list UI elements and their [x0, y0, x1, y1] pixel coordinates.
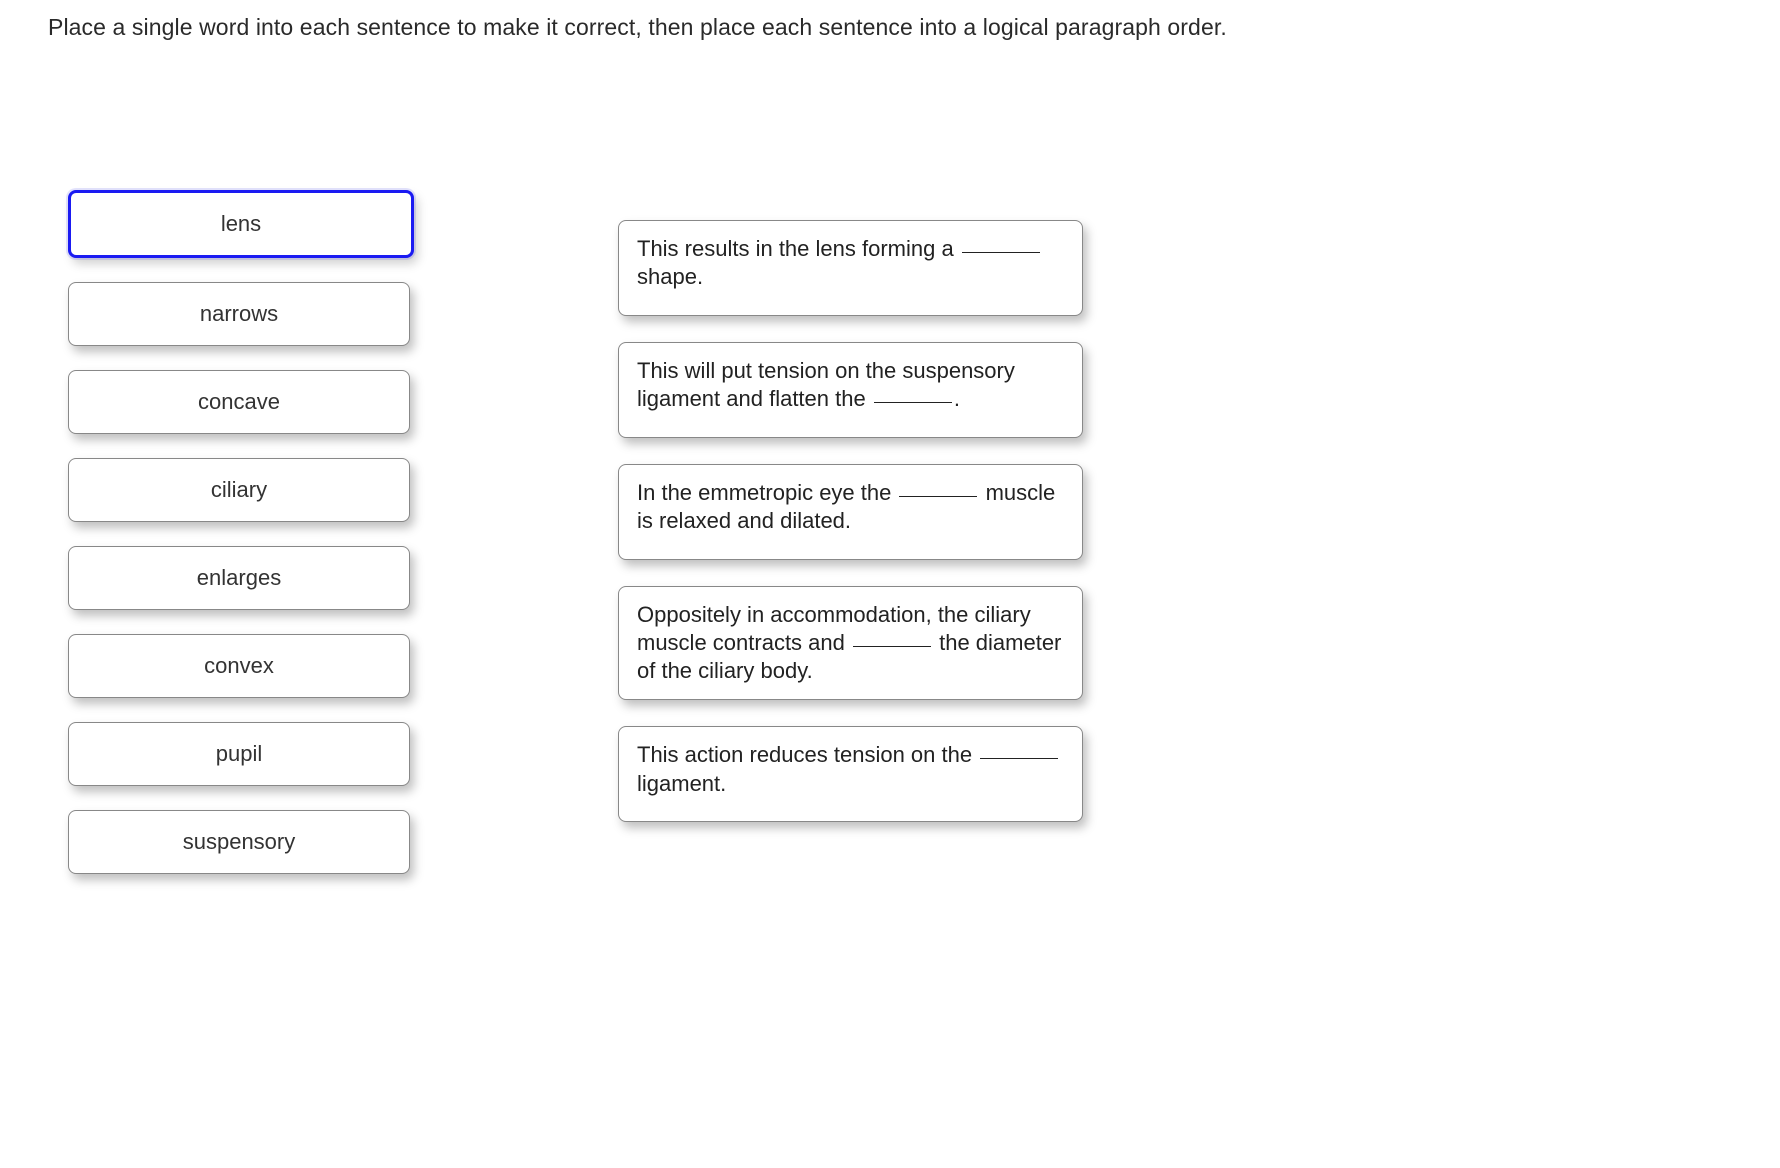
- word-label: convex: [204, 653, 274, 679]
- word-option-pupil[interactable]: pupil: [68, 722, 410, 786]
- blank-slot[interactable]: [962, 248, 1040, 253]
- sentence-list: This results in the lens forming a shape…: [618, 220, 1083, 874]
- word-option-convex[interactable]: convex: [68, 634, 410, 698]
- word-label: ciliary: [211, 477, 267, 503]
- word-bank: lens narrows concave ciliary enlarges co…: [68, 190, 408, 874]
- exercise-page: Place a single word into each sentence t…: [0, 0, 1780, 1168]
- blank-slot[interactable]: [899, 492, 977, 497]
- sentence-text: This will put tension on the suspensory …: [637, 357, 1064, 413]
- word-label: suspensory: [183, 829, 296, 855]
- sentence-pre: This results in the lens forming a: [637, 236, 960, 261]
- sentence-post: shape.: [637, 264, 703, 289]
- word-label: narrows: [200, 301, 278, 327]
- word-option-lens[interactable]: lens: [68, 190, 414, 258]
- sentence-card[interactable]: In the emmetropic eye the muscle is rela…: [618, 464, 1083, 560]
- blank-slot[interactable]: [980, 754, 1058, 759]
- sentence-card[interactable]: This results in the lens forming a shape…: [618, 220, 1083, 316]
- sentence-post: .: [954, 386, 960, 411]
- sentence-card[interactable]: This will put tension on the suspensory …: [618, 342, 1083, 438]
- columns-container: lens narrows concave ciliary enlarges co…: [68, 190, 1083, 874]
- sentence-card[interactable]: This action reduces tension on the ligam…: [618, 726, 1083, 822]
- word-option-enlarges[interactable]: enlarges: [68, 546, 410, 610]
- sentence-text: This action reduces tension on the ligam…: [637, 741, 1064, 797]
- blank-slot[interactable]: [874, 398, 952, 403]
- word-option-narrows[interactable]: narrows: [68, 282, 410, 346]
- sentence-text: This results in the lens forming a shape…: [637, 235, 1064, 291]
- sentence-card[interactable]: Oppositely in accommodation, the ciliary…: [618, 586, 1083, 700]
- sentence-pre: This action reduces tension on the: [637, 742, 978, 767]
- word-label: pupil: [216, 741, 262, 767]
- sentence-text: Oppositely in accommodation, the ciliary…: [637, 601, 1064, 685]
- sentence-post: ligament.: [637, 771, 726, 796]
- sentence-text: In the emmetropic eye the muscle is rela…: [637, 479, 1064, 535]
- sentence-pre: In the emmetropic eye the: [637, 480, 897, 505]
- word-option-ciliary[interactable]: ciliary: [68, 458, 410, 522]
- word-option-concave[interactable]: concave: [68, 370, 410, 434]
- word-option-suspensory[interactable]: suspensory: [68, 810, 410, 874]
- word-label: concave: [198, 389, 280, 415]
- instruction-text: Place a single word into each sentence t…: [48, 14, 1227, 41]
- blank-slot[interactable]: [853, 642, 931, 647]
- word-label: lens: [221, 211, 261, 237]
- word-label: enlarges: [197, 565, 281, 591]
